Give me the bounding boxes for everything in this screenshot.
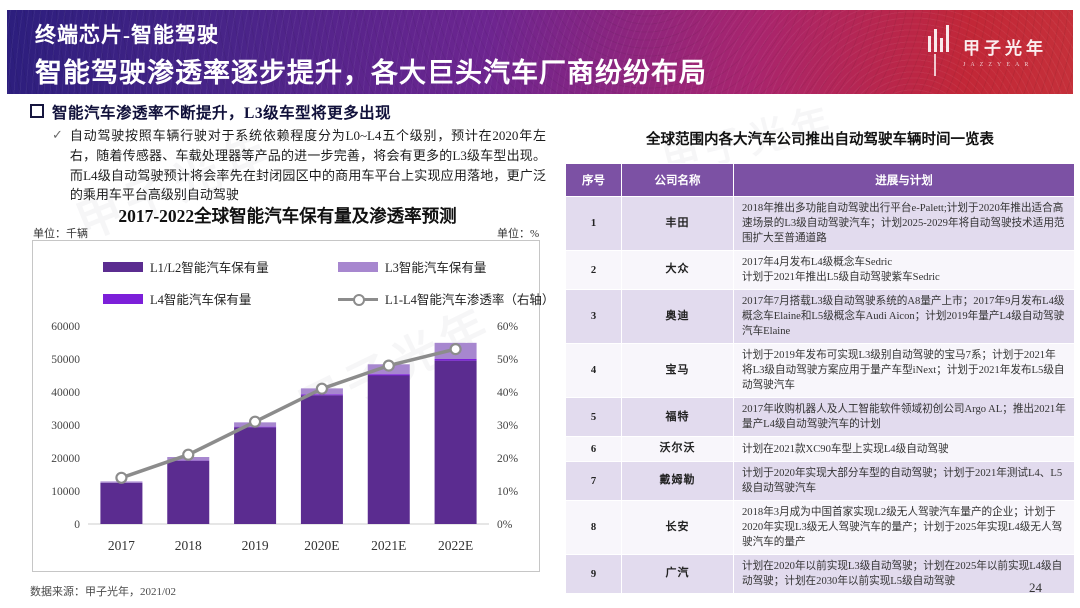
brand-logo-icon — [928, 25, 949, 76]
svg-text:30%: 30% — [497, 420, 519, 432]
legend-item: L4智能汽车保有量 — [103, 289, 338, 308]
page-number: 24 — [1029, 580, 1042, 595]
company-plan: 2017年收购机器人及人工智能软件领域初创公司Argo AL；推出2021年量产… — [733, 397, 1075, 438]
ownership-chart-svg: 0 10000 20000 30000 40000 50000 60000 0% 10% 20% 3… — [51, 321, 519, 553]
svg-text:0%: 0% — [497, 519, 513, 531]
svg-text:2019: 2019 — [242, 538, 269, 553]
svg-text:30000: 30000 — [51, 420, 80, 432]
summary-paragraph-text: 自动驾驶按照车辆行驶对于系统依赖程度分为L0~L4五个级别，预计在2020年左右… — [69, 128, 546, 203]
row-number: 3 — [565, 289, 622, 345]
data-source: 数据来源：甲子光年，2021/02 — [30, 586, 177, 598]
row-number: 7 — [565, 461, 622, 502]
legend-line-icon — [338, 293, 378, 306]
summary-paragraph: ✓ 自动驾驶按照车辆行驶对于系统依赖程度分为L0~L4五个级别，预计在2020年… — [52, 126, 546, 205]
ownership-chart: L1/L2智能汽车保有量 L3智能汽车保有量 L4智能汽车保有量 L1-L4智能汽车渗… — [32, 240, 554, 572]
company-plan: 计划在2021款XC90车型上实现L4级自动驾驶 — [733, 436, 1075, 463]
table-col-header: 进展与计划 — [733, 163, 1075, 197]
company-name: 大众 — [621, 250, 734, 291]
row-number: 2 — [565, 250, 622, 291]
legend-label: L4智能汽车保有量 — [150, 293, 252, 307]
row-number: 1 — [565, 195, 622, 252]
company-plan: 2017年4月发布L4级概念车Sedric 计划于2021年推出L5级自动驾驶紫… — [733, 250, 1075, 291]
company-name: 广汽 — [621, 554, 734, 595]
svg-text:2018: 2018 — [175, 538, 202, 553]
legend-item: L1/L2智能汽车保有量 — [103, 257, 338, 276]
summary-heading-text: 智能汽车渗透率不断提升，L3级车型将更多出现 — [52, 105, 392, 122]
company-name: 奥迪 — [621, 289, 734, 345]
row-number: 9 — [565, 554, 622, 595]
svg-text:40000: 40000 — [51, 387, 80, 399]
summary-heading: 智能汽车渗透率不断提升，L3级车型将更多出现 — [30, 101, 545, 123]
company-plan: 2018年推出多功能自动驾驶出行平台e-Palett;计划于2020年推出适合高… — [733, 195, 1075, 252]
chart-legend: L1/L2智能汽车保有量 L3智能汽车保有量 L4智能汽车保有量 L1-L4智能汽车渗… — [103, 257, 554, 308]
legend-swatch-icon — [103, 293, 143, 304]
square-bullet-icon — [30, 104, 44, 118]
legend-swatch-icon — [103, 261, 143, 272]
table-row: 6 沃尔沃 计划在2021款XC90车型上实现L4级自动驾驶 — [565, 436, 1075, 463]
header-banner: 终端芯片-智能驾驶 智能驾驶渗透率逐步提升，各大巨头汽车厂商纷纷布局 甲子光年 … — [7, 10, 1073, 94]
check-bullet-icon: ✓ — [52, 127, 63, 142]
legend-label: L3智能汽车保有量 — [385, 261, 487, 275]
legend-label: L1/L2智能汽车保有量 — [150, 261, 269, 275]
table-row: 8 长安 2018年3月成为中国首家实现L2级无人驾驶汽车量产的企业；计划于2020… — [565, 500, 1075, 556]
svg-text:10%: 10% — [497, 486, 519, 498]
company-plan: 2018年3月成为中国首家实现L2级无人驾驶汽车量产的企业；计划于2020年实现… — [733, 500, 1075, 556]
company-name: 戴姆勒 — [621, 461, 734, 502]
row-number: 5 — [565, 397, 622, 438]
svg-text:2021E: 2021E — [371, 538, 406, 553]
chart-unit-left: 单位：千辆 — [33, 228, 88, 240]
row-number: 4 — [565, 343, 622, 399]
chart-unit-right: 单位：% — [497, 228, 540, 240]
company-name: 长安 — [621, 500, 734, 556]
table-row: 3 奥迪 2017年7月搭载L3级自动驾驶系统的A8量产上市；2017年9月发布L4… — [565, 289, 1075, 345]
company-plan: 计划在2020年以前实现L3级自动驾驶；计划在2025年以前实现L4级自动驾驶；… — [733, 554, 1075, 595]
table-col-header: 序号 — [565, 163, 622, 197]
svg-text:2020E: 2020E — [304, 538, 339, 553]
oem-plan-table: 序号 公司名称 进展与计划 1 丰田 2018年推出多功能自动驾驶出行平台e-Palet… — [565, 163, 1075, 595]
svg-text:2017: 2017 — [108, 538, 135, 553]
brand-logo: 甲子光年 JAZZYEAR — [927, 24, 1047, 78]
table-row: 7 戴姆勒 计划于2020年实现大部分车型的自动驾驶；计划于2021年测试L4、L5… — [565, 461, 1075, 502]
brand-logo-cn: 甲子光年 — [963, 39, 1047, 58]
company-name: 丰田 — [621, 195, 734, 252]
legend-item: L1-L4智能汽车渗透率（右轴） — [338, 289, 573, 308]
table-header: 序号 公司名称 进展与计划 — [565, 163, 1075, 197]
legend-swatch-icon — [338, 261, 378, 272]
table-title: 全球范围内各大汽车公司推出自动驾驶车辆时间一览表 — [646, 132, 994, 148]
company-name: 福特 — [621, 397, 734, 438]
svg-text:40%: 40% — [497, 387, 519, 399]
svg-text:50%: 50% — [497, 354, 519, 366]
company-plan: 计划于2019年发布可实现L3级别自动驾驶的宝马7系；计划于2021年将L3级自… — [733, 343, 1075, 399]
svg-text:60000: 60000 — [51, 321, 80, 333]
svg-text:20000: 20000 — [51, 453, 80, 465]
section-kicker: 终端芯片-智能驾驶 — [35, 23, 219, 47]
company-name: 宝马 — [621, 343, 734, 399]
svg-text:60%: 60% — [497, 321, 519, 333]
svg-text:20%: 20% — [497, 453, 519, 465]
table-row: 4 宝马 计划于2019年发布可实现L3级别自动驾驶的宝马7系；计划于2021年将L… — [565, 343, 1075, 399]
legend-item: L3智能汽车保有量 — [338, 257, 573, 276]
svg-text:0: 0 — [74, 519, 80, 531]
table-row: 2 大众 2017年4月发布L4级概念车Sedric 计划于2021年推出L5级自动… — [565, 250, 1075, 291]
table-row: 9 广汽 计划在2020年以前实现L3级自动驾驶；计划在2025年以前实现L4级自动… — [565, 554, 1075, 595]
page-title: 智能驾驶渗透率逐步提升，各大巨头汽车厂商纷纷布局 — [35, 58, 707, 88]
chart-title: 2017-2022全球智能汽车保有量及渗透率预测 — [118, 206, 457, 226]
table-row: 5 福特 2017年收购机器人及人工智能软件领域初创公司Argo AL；推出2021… — [565, 397, 1075, 438]
row-number: 8 — [565, 500, 622, 556]
svg-text:2022E: 2022E — [438, 538, 473, 553]
table-col-header: 公司名称 — [621, 163, 734, 197]
legend-label: L1-L4智能汽车渗透率（右轴） — [385, 293, 555, 307]
svg-text:10000: 10000 — [51, 486, 80, 498]
svg-text:50000: 50000 — [51, 354, 80, 366]
company-plan: 计划于2020年实现大部分车型的自动驾驶；计划于2021年测试L4、L5级自动驾… — [733, 461, 1075, 502]
row-number: 6 — [565, 436, 622, 463]
company-name: 沃尔沃 — [621, 436, 734, 463]
company-plan: 2017年7月搭载L3级自动驾驶系统的A8量产上市；2017年9月发布L4级概念… — [733, 289, 1075, 345]
table-row: 1 丰田 2018年推出多功能自动驾驶出行平台e-Palett;计划于2020年推出… — [565, 195, 1075, 252]
brand-logo-en: JAZZYEAR — [963, 62, 1034, 68]
